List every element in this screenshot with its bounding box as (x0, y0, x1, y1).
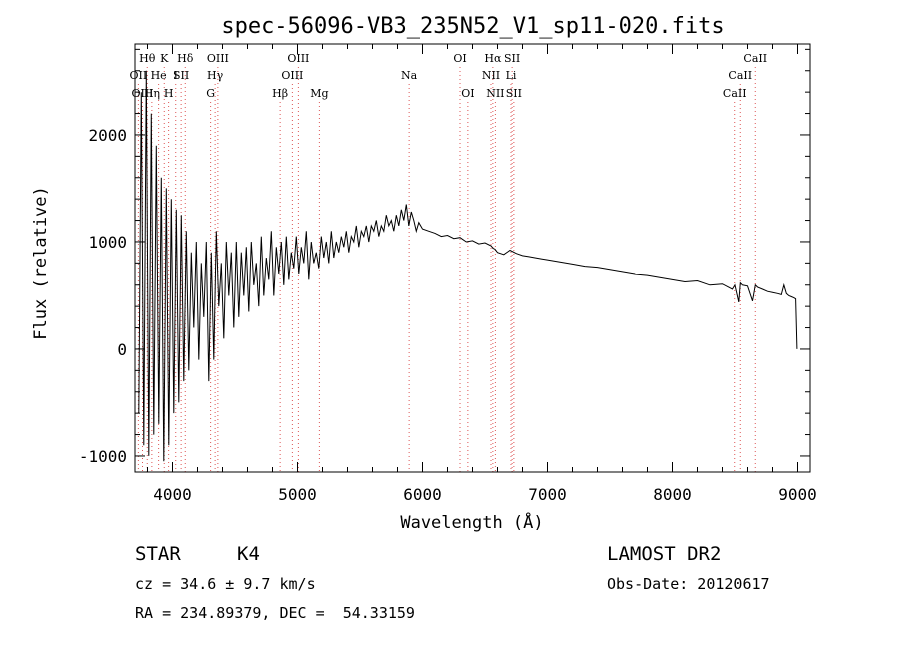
spectral-line-label: Hδ (177, 52, 194, 65)
spectral-line-label: Hθ (139, 52, 156, 65)
survey-name: LAMOST DR2 (607, 543, 722, 565)
spectral-line-label: Hγ (207, 69, 224, 82)
x-tick-label: 6000 (403, 485, 442, 504)
x-tick-label: 4000 (153, 485, 192, 504)
spectral-line-label: I (174, 69, 178, 82)
y-tick-label: 1000 (88, 233, 127, 252)
spectral-line-label: OII (130, 69, 148, 82)
x-tick-label: 9000 (778, 485, 817, 504)
spectral-line-label: OI (461, 87, 474, 100)
spectrum-line (138, 70, 798, 462)
spectral-line-label: CaII (743, 52, 767, 65)
spectral-line-label: NII (482, 69, 500, 82)
spectral-line-label: Na (401, 69, 418, 82)
redshift-velocity: cz = 34.6 ± 9.7 km/s (135, 575, 316, 593)
spectral-line-label: Hη (144, 87, 160, 100)
spectral-line-label: K (160, 52, 169, 65)
spectral-line-label: OI (453, 52, 466, 65)
spectral-line-label: NII (486, 87, 504, 100)
spectral-line-label: Hβ (272, 87, 288, 100)
spectral-line-label: H (164, 87, 174, 100)
sky-coordinates: RA = 234.89379, DEC = 54.33159 (135, 604, 415, 622)
spectral-line-label: G (206, 87, 215, 100)
x-axis-label: Wavelength (Å) (400, 511, 543, 533)
x-tick-label: 7000 (528, 485, 567, 504)
spectral-line-markers (137, 67, 756, 472)
observation-date: Obs-Date: 20120617 (607, 575, 770, 593)
object-class: STAR (135, 543, 181, 565)
chart-title: spec-56096-VB3_235N52_V1_sp11-020.fits (221, 14, 724, 39)
x-axis-ticks: 4000 5000 6000 7000 8000 9000 (147, 44, 817, 504)
y-axis-ticks: -1000 0 1000 2000 (79, 48, 810, 466)
spectrum-series (138, 70, 798, 462)
y-tick-label: 0 (117, 340, 127, 359)
y-axis-label: Flux (relative) (31, 186, 51, 340)
spectral-line-label: OIII (207, 52, 229, 65)
spectral-line-label: OIII (281, 69, 303, 82)
spectral-line-label: Hα (484, 52, 502, 65)
spectral-line-label: SII (504, 52, 520, 65)
spectral-line-label: CaII (723, 87, 747, 100)
spectral-line-label: CaII (728, 69, 752, 82)
x-tick-label: 5000 (278, 485, 317, 504)
y-tick-label: 2000 (88, 126, 127, 145)
spectral-line-label: OIII (287, 52, 309, 65)
x-tick-label: 8000 (653, 485, 692, 504)
spectral-line-label: SII (173, 69, 189, 82)
spectral-line-label: SII (506, 87, 522, 100)
spectral-line-label: Mg (310, 87, 328, 100)
spectral-line-label: Li (506, 69, 517, 82)
spectral-line-label: He (151, 69, 167, 82)
object-subclass: K4 (237, 543, 260, 565)
spectral-line-label: OIII (131, 87, 153, 100)
y-tick-label: -1000 (79, 447, 127, 466)
